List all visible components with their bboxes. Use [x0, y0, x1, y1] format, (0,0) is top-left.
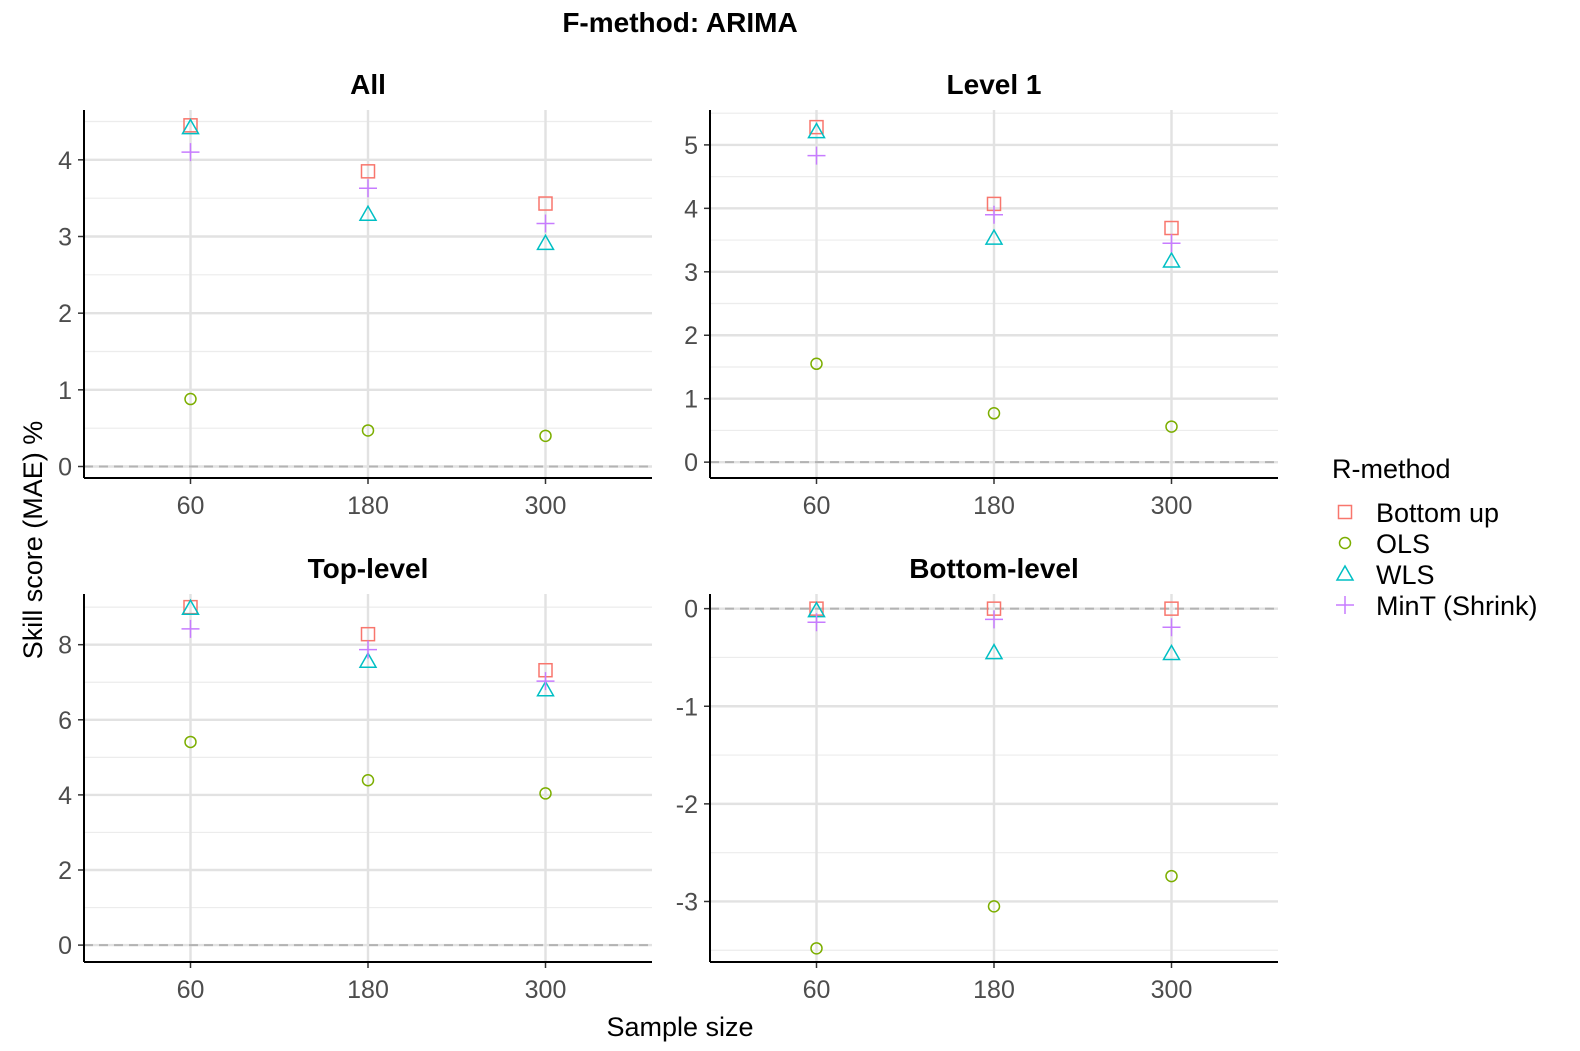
point-mint-shrink	[181, 143, 200, 162]
y-tick-label: -2	[676, 791, 698, 819]
panel-all: All 0 1 2 3 4 60 180 300	[58, 69, 652, 520]
x-tick-label: 300	[1151, 492, 1193, 520]
point-mint-shrink	[1162, 618, 1181, 637]
x-tick-label: 300	[1151, 976, 1193, 1004]
x-tick-label: 300	[525, 492, 567, 520]
point-mint-shrink	[536, 214, 555, 233]
y-axis-label: Skill score (MAE) %	[18, 421, 48, 660]
point-ols	[184, 735, 197, 749]
panel-top-level: Top-level 0 2 4 6 8 60 180 300	[58, 553, 652, 1004]
y-tick-label: 1	[58, 377, 72, 405]
y-tick-label: 2	[684, 322, 698, 350]
point-wls	[358, 651, 378, 668]
panel-title: Bottom-level	[909, 553, 1079, 584]
x-tick-label: 60	[177, 492, 205, 520]
point-ols	[810, 942, 823, 955]
x-axis-label: Sample size	[606, 1012, 753, 1042]
legend-label-mint-shrink: MinT (Shrink)	[1376, 591, 1538, 621]
point-ols	[1165, 869, 1178, 883]
y-tick-label: 0	[684, 596, 698, 624]
point-wls	[181, 118, 200, 135]
point-ols	[1165, 420, 1178, 433]
point-ols	[810, 357, 823, 371]
point-wls	[358, 204, 378, 222]
x-tick-label: 60	[803, 492, 831, 520]
point-ols	[539, 787, 552, 800]
point-wls	[984, 228, 1004, 245]
point-ols	[987, 900, 1001, 913]
point-mint-shrink	[807, 146, 826, 165]
point-wls	[536, 680, 555, 697]
point-mint-shrink	[807, 613, 826, 632]
point-mint-shrink	[985, 205, 1003, 224]
point-mint-shrink	[359, 640, 377, 659]
point-wls	[536, 233, 555, 251]
x-tick-label: 180	[347, 976, 389, 1004]
y-tick-label: 3	[684, 259, 698, 287]
point-mint-shrink	[1162, 234, 1181, 253]
point-bottom-up	[538, 196, 553, 211]
point-ols	[361, 424, 375, 437]
x-tick-label: 180	[347, 492, 389, 520]
legend-label-ols: OLS	[1376, 529, 1430, 559]
panel-title: Level 1	[947, 69, 1042, 100]
y-tick-label: 0	[58, 454, 72, 482]
legend-key-bottom-up	[1337, 504, 1353, 520]
y-tick-label: 0	[684, 449, 698, 477]
panel-title: All	[350, 69, 386, 100]
y-tick-label: 8	[58, 632, 72, 660]
legend-key-ols	[1338, 536, 1352, 550]
point-ols	[184, 392, 197, 406]
legend-key-wls	[1335, 564, 1355, 581]
panel-title: Top-level	[308, 553, 429, 584]
point-wls	[807, 122, 826, 139]
x-tick-label: 60	[803, 976, 831, 1004]
y-tick-label: 4	[58, 782, 72, 810]
point-wls	[1162, 644, 1181, 661]
point-wls	[1162, 251, 1181, 268]
y-tick-label: 1	[684, 386, 698, 414]
x-tick-label: 60	[177, 976, 205, 1004]
x-tick-label: 180	[973, 492, 1015, 520]
point-mint-shrink	[181, 619, 200, 638]
legend-label-bottom-up: Bottom up	[1376, 498, 1499, 528]
point-mint-shrink	[985, 610, 1003, 629]
y-tick-label: 5	[684, 132, 698, 160]
y-tick-label: 2	[58, 857, 72, 885]
y-tick-label: 6	[58, 707, 72, 735]
y-tick-label: 4	[684, 195, 698, 223]
point-mint-shrink	[359, 179, 377, 198]
y-tick-label: 2	[58, 300, 72, 328]
x-tick-label: 300	[525, 976, 567, 1004]
y-tick-label: 0	[58, 932, 72, 960]
legend-title: R-method	[1332, 454, 1451, 484]
y-tick-label: -3	[676, 888, 698, 916]
x-tick-label: 180	[973, 976, 1015, 1004]
y-tick-label: 4	[58, 147, 72, 175]
point-bottom-up	[360, 164, 376, 179]
y-tick-label: 3	[58, 224, 72, 252]
panel-level-1: Level 1 0 1 2 3 4 5 60 180 300	[684, 69, 1278, 520]
point-ols	[361, 774, 375, 787]
point-ols	[987, 407, 1001, 420]
point-bottom-up	[1164, 601, 1179, 616]
y-tick-label: -1	[676, 693, 698, 721]
point-mint-shrink	[536, 672, 555, 691]
point-bottom-up	[809, 119, 824, 135]
legend-label-wls: WLS	[1376, 560, 1435, 590]
legend-key-mint-shrink	[1336, 596, 1354, 614]
point-wls	[181, 598, 200, 616]
point-wls	[984, 643, 1004, 660]
panel-bottom-level: Bottom-level 0 -1 -2 -3 60 180 300	[676, 553, 1278, 1004]
point-ols	[539, 429, 552, 443]
figure-title: F-method: ARIMA	[562, 7, 797, 38]
